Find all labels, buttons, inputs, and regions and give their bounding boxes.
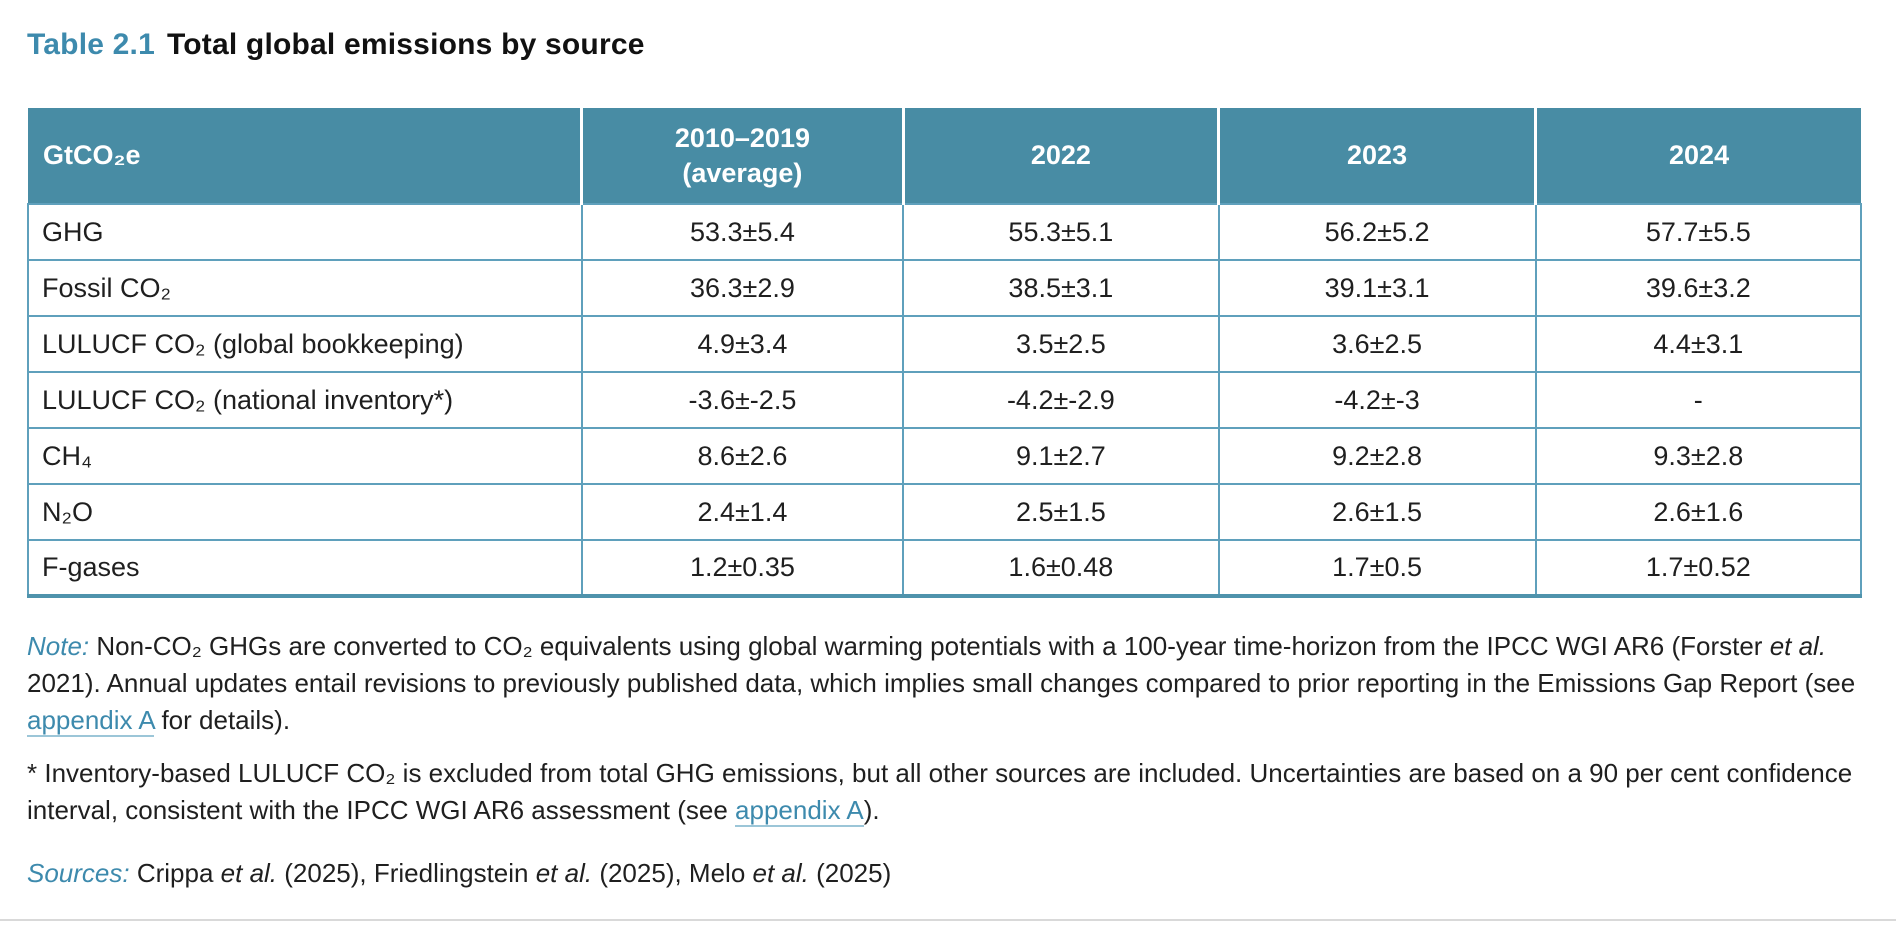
row-label: N₂O bbox=[27, 483, 583, 541]
value-cell: 39.1±3.1 bbox=[1217, 259, 1537, 317]
note-text: et al. bbox=[752, 858, 809, 888]
table-caption: Total global emissions by source bbox=[166, 28, 645, 61]
table-row-n-o: N₂O 2.4±1.4 2.5±1.5 2.6±1.5 2.6±1.6 bbox=[27, 483, 1863, 541]
value-cell: 9.2±2.8 bbox=[1217, 427, 1537, 485]
note-text: (2025), Friedlingstein bbox=[277, 858, 536, 888]
note-label: Note: bbox=[27, 631, 90, 661]
value-cell: 9.1±2.7 bbox=[902, 427, 1220, 485]
column-header-2010-2019-average: 2010–2019 (average) bbox=[580, 108, 904, 204]
value-cell: 2.6±1.5 bbox=[1217, 483, 1537, 541]
column-header-2022: 2022 bbox=[901, 108, 1219, 204]
report-page: Table 2.1 Total global emissions by sourc… bbox=[27, 28, 1866, 892]
emissions-table: GtCO₂e 2010–2019 (average) 2022 2023 2024 G… bbox=[27, 108, 1863, 598]
note-text: Crippa bbox=[129, 858, 221, 888]
value-cell: 3.5±2.5 bbox=[902, 315, 1220, 373]
table-header-row: GtCO₂e 2010–2019 (average) 2022 2023 2024 bbox=[28, 108, 1861, 204]
value-cell: -3.6±-2.5 bbox=[580, 371, 905, 429]
note-paragraph: Note: Non-CO₂ GHGs are converted to CO₂ … bbox=[27, 628, 1866, 739]
column-header-2023: 2023 bbox=[1217, 108, 1536, 204]
table-row-ch: CH₄ 8.6±2.6 9.1±2.7 9.2±2.8 9.3±2.8 bbox=[27, 427, 1863, 485]
table-title: Table 2.1 Total global emissions by sourc… bbox=[27, 28, 1866, 62]
value-cell: - bbox=[1534, 371, 1863, 429]
table-row-lulucf-co-national-inventory: LULUCF CO₂ (national inventory*) -3.6±-2.… bbox=[27, 371, 1863, 429]
row-label: LULUCF CO₂ (global bookkeeping) bbox=[27, 315, 583, 373]
table-row-fossil-co: Fossil CO₂ 36.3±2.9 38.5±3.1 39.1±3.1 39.6±3… bbox=[27, 259, 1863, 317]
note-text: for details). bbox=[154, 705, 291, 735]
table-row-lulucf-co-global-bookkeeping: LULUCF CO₂ (global bookkeeping) 4.9±3.4 3.… bbox=[27, 315, 1863, 373]
note-text: (2025) bbox=[808, 858, 892, 888]
table-number: Table 2.1 bbox=[27, 28, 155, 61]
value-cell: 8.6±2.6 bbox=[580, 427, 905, 485]
value-cell: 9.3±2.8 bbox=[1534, 427, 1863, 485]
value-cell: -4.2±-3 bbox=[1217, 371, 1537, 429]
value-cell: 4.9±3.4 bbox=[580, 315, 905, 373]
notes-section: Note: Non-CO₂ GHGs are converted to CO₂ … bbox=[27, 628, 1866, 892]
note-text: Non-CO₂ GHGs are converted to CO₂ equiva… bbox=[89, 631, 1770, 661]
note-text: et al. bbox=[535, 858, 593, 888]
value-cell: 1.2±0.35 bbox=[580, 539, 905, 597]
value-cell: 36.3±2.9 bbox=[580, 259, 905, 317]
value-cell: 1.6±0.48 bbox=[902, 539, 1220, 597]
value-cell: 38.5±3.1 bbox=[902, 259, 1220, 317]
value-cell: 1.7±0.5 bbox=[1217, 539, 1537, 597]
row-label: LULUCF CO₂ (national inventory*) bbox=[27, 371, 583, 429]
row-label: GHG bbox=[27, 203, 583, 261]
row-label: CH₄ bbox=[27, 427, 583, 485]
value-cell: 39.6±3.2 bbox=[1534, 259, 1863, 317]
sources-paragraph: Sources: Crippa et al. (2025), Friedling… bbox=[27, 855, 1866, 892]
value-cell: 56.2±5.2 bbox=[1217, 203, 1537, 261]
note-label: Sources: bbox=[27, 858, 130, 888]
column-header-unit: GtCO₂e bbox=[28, 108, 582, 204]
value-cell: 2.6±1.6 bbox=[1534, 483, 1863, 541]
note-text: * Inventory-based LULUCF CO₂ is excluded… bbox=[27, 758, 1853, 825]
page-bottom-divider bbox=[0, 919, 1896, 921]
note-text: 2021). Annual updates entail revisions t… bbox=[27, 668, 1856, 698]
value-cell: 53.3±5.4 bbox=[580, 203, 905, 261]
appendix-a-link[interactable]: appendix A bbox=[735, 795, 864, 827]
value-cell: 2.4±1.4 bbox=[580, 483, 905, 541]
value-cell: 3.6±2.5 bbox=[1217, 315, 1537, 373]
value-cell: 2.5±1.5 bbox=[902, 483, 1220, 541]
row-label: Fossil CO₂ bbox=[27, 259, 583, 317]
value-cell: 4.4±3.1 bbox=[1534, 315, 1863, 373]
note-text: et al. bbox=[220, 858, 278, 888]
note-text: ). bbox=[863, 795, 880, 825]
value-cell: -4.2±-2.9 bbox=[902, 371, 1220, 429]
row-label: F-gases bbox=[27, 539, 583, 597]
value-cell: 55.3±5.1 bbox=[902, 203, 1220, 261]
footnote-paragraph: * Inventory-based LULUCF CO₂ is excluded… bbox=[27, 755, 1866, 829]
note-text: (2025), Melo bbox=[592, 858, 753, 888]
note-text: et al. bbox=[1769, 631, 1827, 661]
value-cell: 1.7±0.52 bbox=[1534, 539, 1863, 597]
appendix-a-link[interactable]: appendix A bbox=[27, 705, 155, 737]
table-row-f-gases: F-gases 1.2±0.35 1.6±0.48 1.7±0.5 1.7±0.52 bbox=[27, 539, 1863, 597]
table-row-ghg: GHG 53.3±5.4 55.3±5.1 56.2±5.2 57.7±5.5 bbox=[27, 203, 1863, 261]
column-header-2024: 2024 bbox=[1534, 108, 1861, 204]
value-cell: 57.7±5.5 bbox=[1534, 203, 1863, 261]
